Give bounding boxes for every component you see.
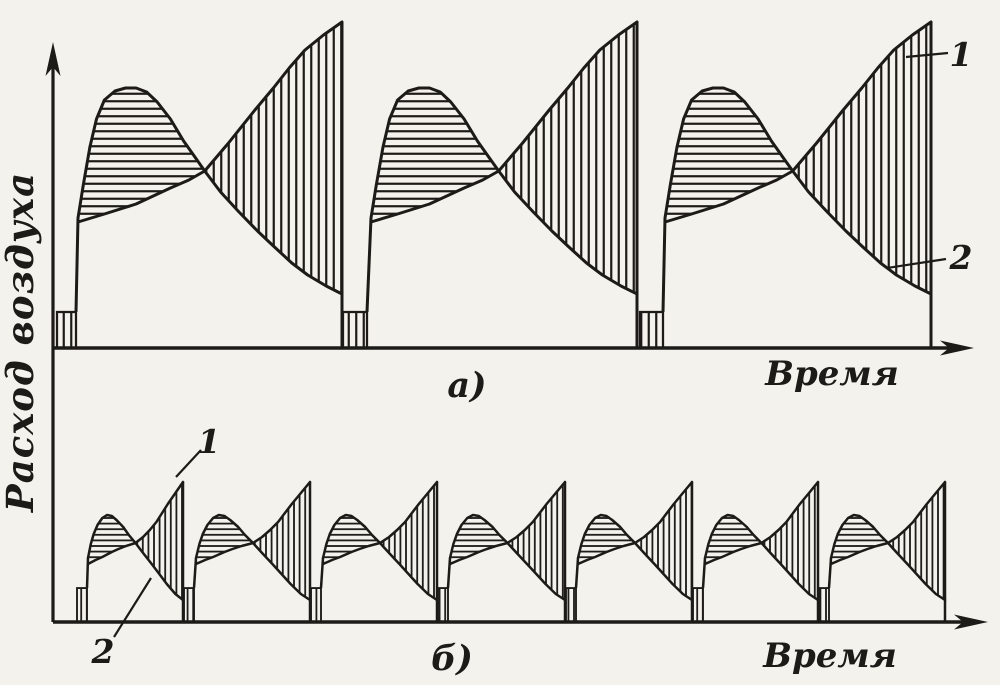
curve-2-hump-b-5 xyxy=(576,513,694,602)
curve-2-hump-b-7 xyxy=(829,513,947,602)
step-line-b-1 xyxy=(85,557,90,589)
hatch-area-horizontal-a-1 xyxy=(78,88,205,222)
step-line-b-6 xyxy=(701,557,707,589)
curve-1-exponential-a-3 xyxy=(663,20,933,224)
annotation-line-a-2 xyxy=(886,257,947,270)
curve-2-hump-b-2 xyxy=(194,513,312,602)
step-line-a-3 xyxy=(661,217,667,313)
hatch-area-horizontal-b-3 xyxy=(323,515,380,564)
annotation-line-a-1 xyxy=(905,51,949,59)
curve-2-hump-b-1 xyxy=(86,513,185,602)
hatch-area-vertical-b-7 xyxy=(888,482,945,600)
curve-2-hump-b-4 xyxy=(448,513,567,602)
step-line-b-4 xyxy=(446,557,452,589)
annotation-line-b-2 xyxy=(113,577,152,638)
step-line-a-1 xyxy=(74,217,80,313)
x-axis-label-a: Время xyxy=(764,354,899,394)
y-axis-arrow-icon xyxy=(45,42,61,76)
curve-2-hump-a-3 xyxy=(663,86,933,296)
step-line-b-3 xyxy=(319,557,325,589)
hatch-area-vertical-b-1 xyxy=(135,482,183,600)
pause-stub-b-4 xyxy=(437,587,449,623)
step-line-b-2 xyxy=(192,557,198,589)
hatch-area-horizontal-b-2 xyxy=(196,515,253,564)
hatch-area-horizontal-b-6 xyxy=(705,515,762,564)
chart-b: 12 xyxy=(76,422,947,671)
pause-stub-a-3 xyxy=(638,310,665,350)
hatch-area-horizontal-b-7 xyxy=(831,515,888,564)
curve-1-exponential-b-1 xyxy=(86,480,185,566)
x-axis-arrow-icon-a xyxy=(940,340,974,356)
y-axis-label: Расход воздуха xyxy=(0,172,42,513)
hatch-area-vertical-b-2 xyxy=(253,482,310,600)
hatch-area-horizontal-b-1 xyxy=(88,515,136,564)
pause-stub-b-7 xyxy=(818,587,830,623)
curve-label-b-2: 2 xyxy=(91,632,115,671)
hatch-area-horizontal-b-5 xyxy=(578,515,635,564)
hatch-area-vertical-a-1 xyxy=(204,22,342,294)
hatch-area-vertical-a-2 xyxy=(498,22,637,294)
hatch-area-vertical-b-4 xyxy=(507,482,565,600)
step-line-b-7 xyxy=(827,557,833,589)
step-line-b-5 xyxy=(574,557,580,589)
curve-1-exponential-b-4 xyxy=(448,480,567,566)
hatch-area-horizontal-a-2 xyxy=(371,88,499,222)
panel-label-a: а) xyxy=(447,365,486,406)
pause-stub-b-5 xyxy=(565,587,577,623)
pause-stub-b-3 xyxy=(310,587,322,623)
curve-1-exponential-a-1 xyxy=(76,20,344,224)
curve-2-hump-b-6 xyxy=(703,513,820,602)
pause-stub-b-6 xyxy=(692,587,704,623)
curve-label-a-1: 1 xyxy=(950,35,973,74)
hatch-area-horizontal-b-4 xyxy=(450,515,508,564)
curve-2-hump-b-3 xyxy=(321,513,439,602)
curve-1-exponential-b-5 xyxy=(576,480,694,566)
chart-a: 12 xyxy=(55,20,973,350)
curve-label-a-2: 2 xyxy=(949,238,973,277)
curve-label-b-1: 1 xyxy=(198,422,221,461)
step-line-a-2 xyxy=(365,217,373,313)
curve-1-exponential-b-3 xyxy=(321,480,439,566)
panel-label-b: б) xyxy=(431,638,473,679)
pause-stub-b-1 xyxy=(76,587,88,623)
pause-stub-a-1 xyxy=(55,310,78,350)
pause-stub-b-2 xyxy=(183,587,195,623)
hatch-area-vertical-b-6 xyxy=(761,482,818,600)
curve-1-exponential-a-2 xyxy=(369,20,639,224)
hatch-area-vertical-b-3 xyxy=(380,482,437,600)
curve-1-exponential-b-2 xyxy=(194,480,312,566)
x-axis-label-b: Время xyxy=(762,636,897,676)
x-axis-arrow-icon-b xyxy=(954,614,988,630)
hatch-area-horizontal-a-3 xyxy=(665,88,793,222)
hatch-area-vertical-b-5 xyxy=(635,482,692,600)
curve-1-exponential-b-7 xyxy=(829,480,947,566)
curve-2-hump-a-1 xyxy=(76,86,344,296)
annotation-line-b-1 xyxy=(175,449,202,478)
curve-1-exponential-b-6 xyxy=(703,480,820,566)
curve-2-hump-a-2 xyxy=(369,86,639,296)
hatch-area-vertical-a-3 xyxy=(792,22,931,294)
pause-stub-a-2 xyxy=(341,310,369,350)
